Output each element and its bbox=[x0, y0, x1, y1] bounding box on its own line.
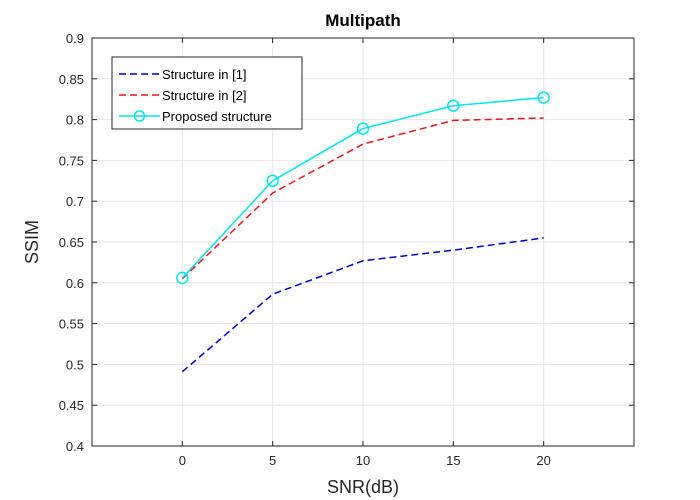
y-tick-label: 0.75 bbox=[59, 153, 84, 168]
data-point-proposed-structure bbox=[266, 174, 279, 188]
x-tick-label: 20 bbox=[536, 453, 550, 468]
data-point-proposed-structure bbox=[447, 99, 460, 112]
series-line-structure-1 bbox=[181, 237, 544, 373]
data-point-proposed-structure bbox=[176, 271, 189, 285]
y-tick-label: 0.55 bbox=[59, 317, 84, 332]
y-tick-label: 0.65 bbox=[59, 235, 84, 250]
chart-title: Multipath bbox=[325, 11, 401, 30]
series-lines bbox=[176, 91, 550, 373]
y-tick-label: 0.85 bbox=[59, 72, 84, 87]
series-line-structure-2 bbox=[181, 117, 544, 280]
ticks: 0 5 10 15 20 0.4 0.45 0.5 0.55 0.6 0.65 0.7 0.75 0.8 0… bbox=[59, 31, 634, 468]
legend-label-proposed-structure: Proposed structure bbox=[162, 109, 272, 124]
y-axis-label: SSIM bbox=[22, 220, 42, 264]
legend-marker-proposed-structure bbox=[133, 110, 146, 122]
y-tick-label: 0.6 bbox=[66, 276, 84, 291]
x-tick-label: 10 bbox=[356, 453, 370, 468]
x-tick-label: 15 bbox=[446, 453, 460, 468]
y-tick-label: 0.5 bbox=[66, 357, 84, 372]
legend-label-structure-2: Structure in [2] bbox=[162, 88, 247, 103]
y-tick-label: 0.4 bbox=[66, 439, 84, 454]
y-tick-label: 0.7 bbox=[66, 194, 84, 209]
x-axis-label: SNR(dB) bbox=[327, 477, 399, 497]
legend-label-structure-1: Structure in [1] bbox=[162, 67, 247, 82]
legend: Structure in [1] Structure in [2] Propos… bbox=[111, 56, 303, 130]
y-tick-label: 0.45 bbox=[59, 398, 84, 413]
y-tick-label: 0.9 bbox=[66, 31, 84, 46]
x-tick-label: 0 bbox=[179, 453, 186, 468]
x-tick-label: 5 bbox=[269, 453, 276, 468]
y-tick-label: 0.8 bbox=[66, 113, 84, 128]
series-line-proposed-structure bbox=[181, 96, 544, 279]
data-point-proposed-structure bbox=[356, 122, 370, 135]
data-point-proposed-structure bbox=[537, 91, 550, 104]
